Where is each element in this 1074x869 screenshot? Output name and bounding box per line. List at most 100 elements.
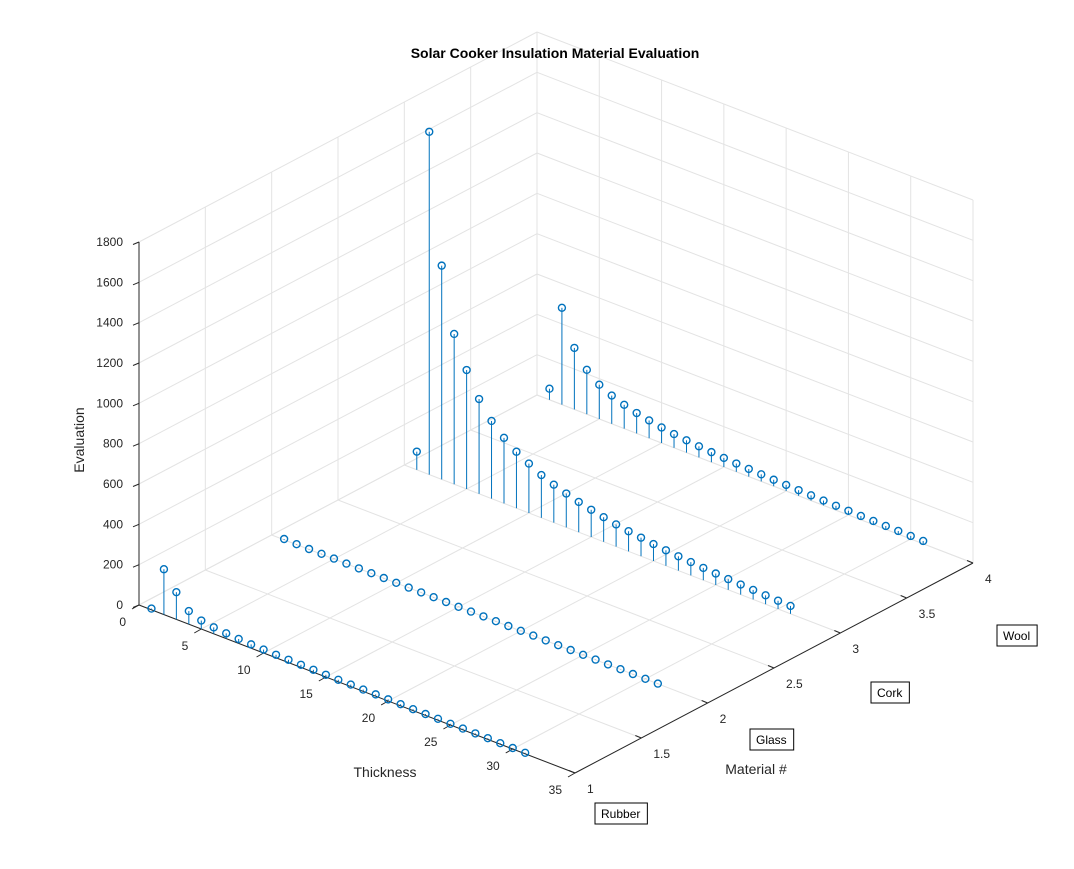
stem-marker — [446, 719, 455, 728]
stem-marker — [454, 602, 463, 611]
x-tick-label: 10 — [237, 663, 251, 677]
stem-series-4 — [545, 303, 928, 546]
y-tick-label: 3 — [852, 642, 859, 656]
stem-marker — [209, 623, 218, 632]
y-tick-label: 3.5 — [919, 607, 936, 621]
x-tick-label: 15 — [299, 687, 313, 701]
stem-marker — [557, 303, 567, 312]
stem-marker — [607, 391, 616, 400]
wall-grid-line — [536, 71, 974, 241]
x-tick-label: 25 — [424, 735, 438, 749]
stem-marker — [425, 127, 434, 136]
stem-marker — [520, 748, 530, 757]
stem-marker — [383, 695, 393, 704]
stem-marker — [653, 679, 663, 688]
stem-marker — [566, 645, 575, 655]
stem-marker — [669, 429, 679, 439]
z-tick-label: 600 — [103, 477, 123, 491]
stem-marker — [421, 709, 430, 719]
stem-marker — [595, 380, 604, 389]
floor-grid-line — [404, 464, 841, 634]
stem-marker — [466, 607, 476, 616]
wall-grid-line — [536, 313, 974, 483]
annotation-cork: Cork — [870, 681, 910, 704]
z-tick-label: 800 — [103, 437, 123, 451]
stem-marker — [416, 588, 426, 597]
wall-grid-line — [536, 233, 974, 403]
stem-marker — [474, 394, 484, 404]
y-tick-mark — [635, 735, 642, 739]
stem-marker — [786, 601, 795, 611]
stem-marker — [644, 416, 654, 425]
stem-marker — [317, 549, 326, 558]
floor-grid-line — [337, 499, 775, 669]
z-tick-mark — [132, 241, 140, 245]
stem-marker — [599, 512, 608, 522]
stem-marker — [806, 491, 816, 500]
stem-marker — [437, 261, 446, 270]
stem-marker — [441, 597, 451, 607]
y-tick-label: 2 — [720, 712, 727, 726]
stem-marker — [649, 539, 658, 549]
annotation-text: Wool — [1003, 629, 1030, 643]
stem-marker — [856, 511, 866, 521]
stem-marker — [412, 447, 421, 456]
x-axis-label: Thickness — [353, 764, 416, 780]
y-tick-mark — [966, 560, 974, 564]
stem-marker — [844, 506, 853, 515]
stem-marker — [284, 655, 293, 664]
x-tick-label: 30 — [486, 759, 500, 773]
stem-marker — [661, 546, 671, 555]
stem-marker — [719, 453, 729, 463]
stem-marker — [537, 470, 546, 480]
z-tick-mark — [132, 523, 140, 528]
x-tick-mark — [443, 724, 451, 730]
stem-marker — [549, 480, 559, 489]
z-tick-label: 1600 — [96, 275, 123, 289]
annotation-text: Cork — [877, 686, 903, 700]
z-tick-mark — [132, 281, 140, 286]
x-tick-label: 0 — [119, 615, 126, 629]
x-tick-mark — [380, 700, 389, 706]
stem-marker — [591, 655, 600, 664]
stem-marker — [794, 485, 803, 495]
wall-grid-line — [138, 71, 538, 283]
z-tick-label: 1000 — [96, 396, 123, 410]
wall-grid-line — [536, 152, 974, 322]
x-tick-label: 35 — [549, 783, 563, 797]
x-tick-mark — [567, 772, 576, 778]
stem-marker — [562, 489, 571, 498]
stem-marker — [479, 612, 488, 621]
stem-marker — [321, 670, 331, 679]
stem-marker — [234, 634, 243, 644]
y-tick-mark — [834, 630, 841, 634]
stem-marker — [172, 587, 181, 597]
stem-marker — [159, 565, 169, 574]
stem-marker — [529, 631, 538, 640]
z-tick-mark — [132, 322, 140, 326]
z-tick-mark — [132, 362, 140, 366]
annotation-glass: Glass — [749, 728, 795, 751]
stem-marker — [699, 563, 708, 573]
stem-marker — [711, 569, 720, 578]
wall-grid-line — [536, 112, 974, 282]
stem-marker — [757, 470, 766, 479]
stem-marker — [408, 704, 418, 714]
stem-marker — [611, 520, 621, 529]
floor-grid-line — [205, 569, 642, 739]
z-tick-label: 200 — [103, 558, 123, 572]
stem-marker — [620, 400, 629, 410]
annotation-box — [594, 802, 648, 825]
grid-panes — [138, 31, 974, 774]
annotation-box — [870, 681, 910, 704]
stem-marker — [541, 636, 550, 645]
stem-marker — [570, 343, 579, 353]
stem-marker — [354, 564, 364, 573]
stem-marker — [636, 533, 646, 542]
stem-marker — [271, 650, 281, 659]
stem-marker — [682, 436, 691, 445]
stem-marker — [831, 501, 841, 510]
stem-marker — [379, 573, 388, 583]
stem-marker — [449, 329, 459, 339]
stem-marker — [184, 606, 194, 616]
